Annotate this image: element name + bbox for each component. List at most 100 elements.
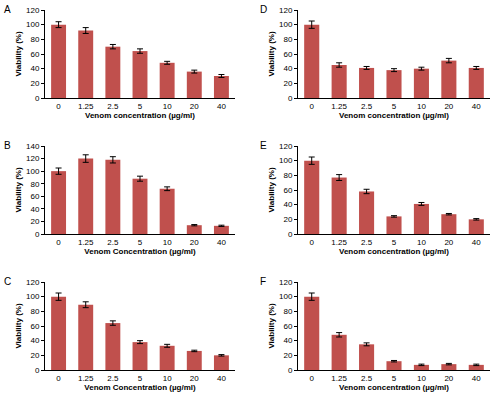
svg-text:60: 60	[30, 192, 39, 201]
svg-text:1.25: 1.25	[78, 374, 94, 383]
svg-text:0: 0	[35, 94, 40, 103]
svg-text:40: 40	[217, 374, 226, 383]
svg-text:F: F	[260, 276, 266, 287]
svg-text:5: 5	[392, 102, 397, 111]
svg-text:80: 80	[283, 171, 292, 180]
svg-text:Viability (%): Viability (%)	[267, 303, 276, 349]
svg-text:20: 20	[190, 374, 199, 383]
svg-text:5: 5	[138, 238, 143, 247]
svg-text:2.5: 2.5	[107, 374, 119, 383]
svg-text:40: 40	[30, 205, 39, 214]
svg-text:5: 5	[138, 374, 143, 383]
svg-text:60: 60	[30, 50, 39, 59]
svg-text:D: D	[260, 4, 267, 15]
svg-text:20: 20	[444, 374, 453, 383]
svg-text:100: 100	[279, 156, 293, 165]
svg-text:60: 60	[30, 322, 39, 331]
svg-text:60: 60	[283, 50, 292, 59]
svg-text:80: 80	[283, 35, 292, 44]
svg-text:0: 0	[309, 102, 314, 111]
svg-text:1.25: 1.25	[331, 102, 347, 111]
svg-text:0: 0	[56, 102, 61, 111]
svg-text:100: 100	[26, 292, 40, 301]
svg-text:80: 80	[283, 307, 292, 316]
svg-text:40: 40	[217, 238, 226, 247]
svg-text:0: 0	[288, 94, 293, 103]
svg-text:20: 20	[190, 238, 199, 247]
svg-text:10: 10	[417, 102, 426, 111]
svg-text:40: 40	[217, 102, 226, 111]
svg-text:Venom concentration (µg/ml): Venom concentration (µg/ml)	[85, 111, 195, 120]
svg-text:20: 20	[283, 351, 292, 360]
svg-text:0: 0	[35, 366, 40, 375]
svg-text:2.5: 2.5	[107, 102, 119, 111]
svg-text:2.5: 2.5	[107, 238, 119, 247]
svg-text:0: 0	[309, 238, 314, 247]
svg-text:1.25: 1.25	[331, 238, 347, 247]
svg-text:1.25: 1.25	[78, 102, 94, 111]
svg-text:40: 40	[283, 64, 292, 73]
svg-text:20: 20	[30, 217, 39, 226]
svg-text:Viability (%): Viability (%)	[14, 31, 23, 77]
svg-text:40: 40	[30, 64, 39, 73]
svg-text:120: 120	[26, 278, 40, 287]
svg-text:100: 100	[279, 20, 293, 29]
svg-text:60: 60	[283, 322, 292, 331]
svg-text:20: 20	[283, 79, 292, 88]
svg-text:10: 10	[163, 102, 172, 111]
svg-text:20: 20	[30, 351, 39, 360]
svg-text:0: 0	[56, 238, 61, 247]
svg-text:20: 20	[30, 79, 39, 88]
svg-text:40: 40	[472, 102, 481, 111]
svg-text:140: 140	[26, 142, 40, 151]
svg-text:5: 5	[138, 102, 143, 111]
svg-text:10: 10	[163, 374, 172, 383]
svg-text:120: 120	[279, 278, 293, 287]
svg-text:10: 10	[163, 238, 172, 247]
svg-text:120: 120	[26, 6, 40, 15]
svg-text:80: 80	[30, 180, 39, 189]
svg-text:Viability (%): Viability (%)	[14, 303, 23, 349]
svg-text:1.25: 1.25	[78, 238, 94, 247]
svg-text:Venom concentration (µg/ml): Venom concentration (µg/ml)	[339, 247, 449, 256]
svg-text:Venom Concentration (µg/ml): Venom Concentration (µg/ml)	[84, 247, 196, 256]
svg-text:0: 0	[35, 230, 40, 239]
svg-text:Viability (%): Viability (%)	[267, 31, 276, 77]
svg-text:Venom concentration (µg/ml): Venom concentration (µg/ml)	[339, 383, 449, 392]
svg-text:2.5: 2.5	[361, 102, 373, 111]
svg-text:10: 10	[417, 374, 426, 383]
svg-text:A: A	[4, 4, 11, 15]
svg-text:20: 20	[444, 238, 453, 247]
svg-text:40: 40	[472, 238, 481, 247]
svg-text:5: 5	[392, 374, 397, 383]
svg-text:100: 100	[26, 20, 40, 29]
svg-text:80: 80	[30, 307, 39, 316]
svg-text:Venom concentration (µg/ml): Venom concentration (µg/ml)	[339, 111, 449, 120]
svg-text:0: 0	[288, 230, 293, 239]
svg-text:20: 20	[444, 102, 453, 111]
svg-text:5: 5	[392, 238, 397, 247]
svg-text:20: 20	[283, 215, 292, 224]
svg-text:2.5: 2.5	[361, 238, 373, 247]
svg-text:Venom Concentration (µg/ml): Venom Concentration (µg/ml)	[84, 383, 196, 392]
svg-text:B: B	[4, 140, 11, 151]
svg-text:120: 120	[26, 154, 40, 163]
svg-text:E: E	[260, 140, 267, 151]
svg-text:120: 120	[279, 6, 293, 15]
svg-text:40: 40	[283, 200, 292, 209]
svg-text:Viability (%): Viability (%)	[14, 167, 23, 213]
svg-text:0: 0	[56, 374, 61, 383]
svg-text:0: 0	[288, 366, 293, 375]
svg-text:100: 100	[279, 292, 293, 301]
svg-text:C: C	[4, 276, 11, 287]
svg-text:80: 80	[30, 35, 39, 44]
svg-text:2.5: 2.5	[361, 374, 373, 383]
svg-text:0: 0	[309, 374, 314, 383]
svg-text:60: 60	[283, 186, 292, 195]
svg-text:40: 40	[283, 336, 292, 345]
svg-text:40: 40	[472, 374, 481, 383]
svg-text:1.25: 1.25	[331, 374, 347, 383]
svg-text:100: 100	[26, 167, 40, 176]
svg-text:40: 40	[30, 336, 39, 345]
svg-text:Viability (%): Viability (%)	[267, 167, 276, 213]
